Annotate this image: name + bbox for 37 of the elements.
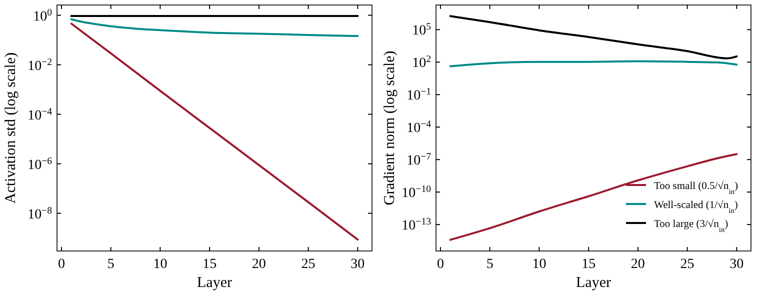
- y-tick-label: 10$^{−2}$: [28, 56, 52, 74]
- legend-label: Too small (0.5/√n$_{in}$): [654, 180, 738, 196]
- x-tick-label: 20: [252, 257, 266, 272]
- y-tick-label: 10$^{−10}$: [402, 184, 432, 202]
- y-axis-title: Gradient norm (log scale): [382, 50, 398, 206]
- x-tick-label: 5: [107, 257, 114, 272]
- x-tick-label: 15: [202, 257, 217, 272]
- x-tick-label: 25: [680, 257, 694, 272]
- y-tick-label: 10$^{5}$: [412, 21, 432, 39]
- x-tick-label: 0: [436, 257, 444, 272]
- y-tick-label: 10$^{−6}$: [28, 155, 52, 173]
- x-axis-title: Layer: [197, 275, 232, 291]
- x-tick-label: 30: [730, 257, 744, 272]
- x-tick-label: 25: [301, 257, 316, 272]
- y-tick-label: 10$^{−7}$: [406, 151, 432, 169]
- x-tick-label: 0: [58, 257, 65, 272]
- x-tick-label: 5: [486, 257, 494, 272]
- y-tick-label: 10$^{−4}$: [406, 118, 432, 136]
- line-series: [70, 22, 359, 241]
- x-tick-label: 10: [153, 257, 168, 272]
- line-series: [449, 153, 738, 241]
- y-axis-title: Activation std (log scale): [3, 52, 19, 204]
- x-tick-label: 15: [582, 257, 596, 272]
- line-series: [70, 18, 359, 38]
- legend-label: Too large (3/√n$_{in}$): [654, 218, 729, 234]
- y-tick-label: 10$^{−13}$: [402, 216, 432, 234]
- x-tick-label: 30: [350, 257, 365, 272]
- y-tick-label: 10$^{−1}$: [406, 86, 432, 104]
- y-tick-label: 10$^{0}$: [33, 6, 52, 24]
- x-tick-label: 10: [532, 257, 546, 272]
- y-tick-label: 10$^{−4}$: [28, 106, 52, 124]
- legend-label: Well-scaled (1/√n$_{in}$): [654, 199, 738, 214]
- x-axis-title: Layer: [576, 275, 611, 291]
- y-tick-label: 10$^{−8}$: [28, 204, 52, 222]
- y-tick-label: 10$^{2}$: [412, 54, 432, 72]
- x-tick-label: 20: [630, 257, 645, 272]
- line-series: [449, 15, 738, 60]
